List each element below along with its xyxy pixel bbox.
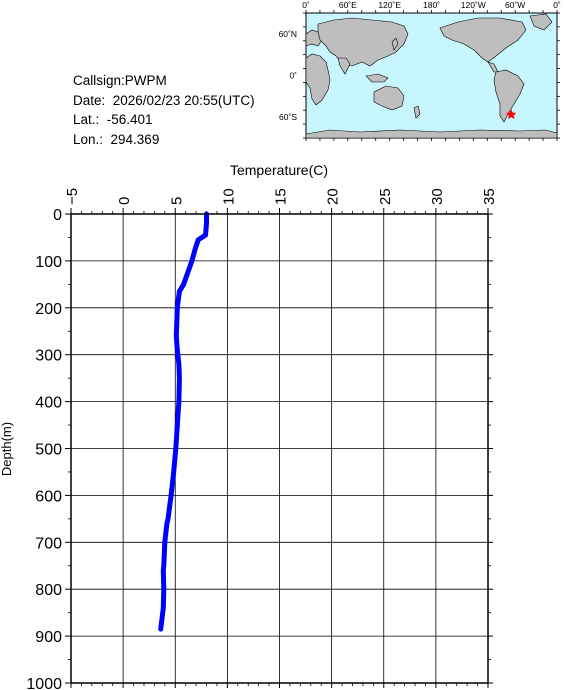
- y-tick-label: 800: [35, 582, 62, 599]
- x-tick-label: 25: [377, 188, 394, 205]
- x-tick-label: 5: [168, 197, 185, 205]
- land-asia: [317, 17, 409, 67]
- callsign-label: Callsign:PWPM: [73, 73, 167, 88]
- map-lon-label: 180˚: [423, 0, 440, 10]
- map-lon-label: 120˚W: [461, 0, 486, 10]
- x-tick-label: 20: [325, 188, 342, 205]
- map-lat-label: 60˚N: [279, 29, 297, 39]
- latitude-label: Lat.: -56.401: [73, 112, 153, 127]
- chart-tick-labels: −5 0 5 10 15 20 25 30 35010020030040050060070080…: [26, 188, 498, 690]
- map-lon-label: 120˚E: [378, 0, 401, 10]
- y-tick-label: 200: [35, 301, 62, 318]
- map-landmasses: [305, 13, 558, 139]
- land-australia: [373, 85, 405, 111]
- star-icon: [505, 109, 517, 120]
- y-tick-label: 1000: [26, 676, 62, 690]
- land-indonesia: [365, 73, 389, 83]
- temperature-profile-line: [158, 211, 209, 632]
- station-info: Callsign:PWPM Date: 2026/02/23 20:55(UTC…: [73, 71, 255, 149]
- station-marker: [505, 109, 517, 120]
- y-tick-label: 500: [35, 442, 62, 459]
- x-tick-label: −5: [64, 188, 81, 205]
- x-tick-label: 10: [220, 188, 237, 205]
- y-tick-label: 700: [35, 535, 62, 552]
- land-north-america: [439, 17, 527, 63]
- land-africa: [305, 53, 331, 106]
- x-tick-label: 30: [429, 188, 446, 205]
- plot-frame: [70, 213, 489, 684]
- y-tick-label: 400: [35, 395, 62, 412]
- y-tick-label: 900: [35, 629, 62, 646]
- land-greenland: [529, 13, 553, 31]
- map-lon-label: 60˚E: [339, 0, 357, 10]
- map-labels: 0˚ 60˚E 120˚E 180˚ 120˚W 60˚W 0˚ 60˚N 0˚ 60˚S: [279, 0, 561, 122]
- date-label: Date: 2026/02/23 20:55(UTC): [73, 92, 255, 108]
- x-tick-label: 0: [116, 197, 133, 205]
- y-tick-label: 100: [35, 254, 62, 271]
- y-axis-label: Depth(m): [0, 422, 14, 476]
- map-frame: [303, 10, 560, 141]
- y-tick-label: 600: [35, 488, 62, 505]
- map-lon-label: 0˚: [302, 0, 310, 10]
- x-axis-label: Temperature(C): [230, 162, 328, 178]
- land-new-zealand: [413, 105, 421, 119]
- longitude-label: Lon.: 294.369: [73, 131, 160, 147]
- map-lon-label: 0˚: [553, 0, 561, 10]
- chart-ticks: [65, 208, 493, 688]
- map-lat-label: 60˚S: [279, 112, 297, 122]
- land-japan: [391, 37, 399, 51]
- land-europe: [305, 29, 323, 47]
- chart-series: [158, 211, 209, 632]
- y-tick-label: 0: [53, 207, 62, 224]
- land-india: [337, 57, 351, 75]
- x-tick-label: 35: [481, 188, 498, 205]
- map-lon-label: 60˚W: [505, 0, 525, 10]
- map-lat-label: 0˚: [289, 71, 297, 81]
- x-tick-label: 15: [273, 188, 290, 205]
- y-tick-label: 300: [35, 348, 62, 365]
- chart-grid: [70, 213, 489, 684]
